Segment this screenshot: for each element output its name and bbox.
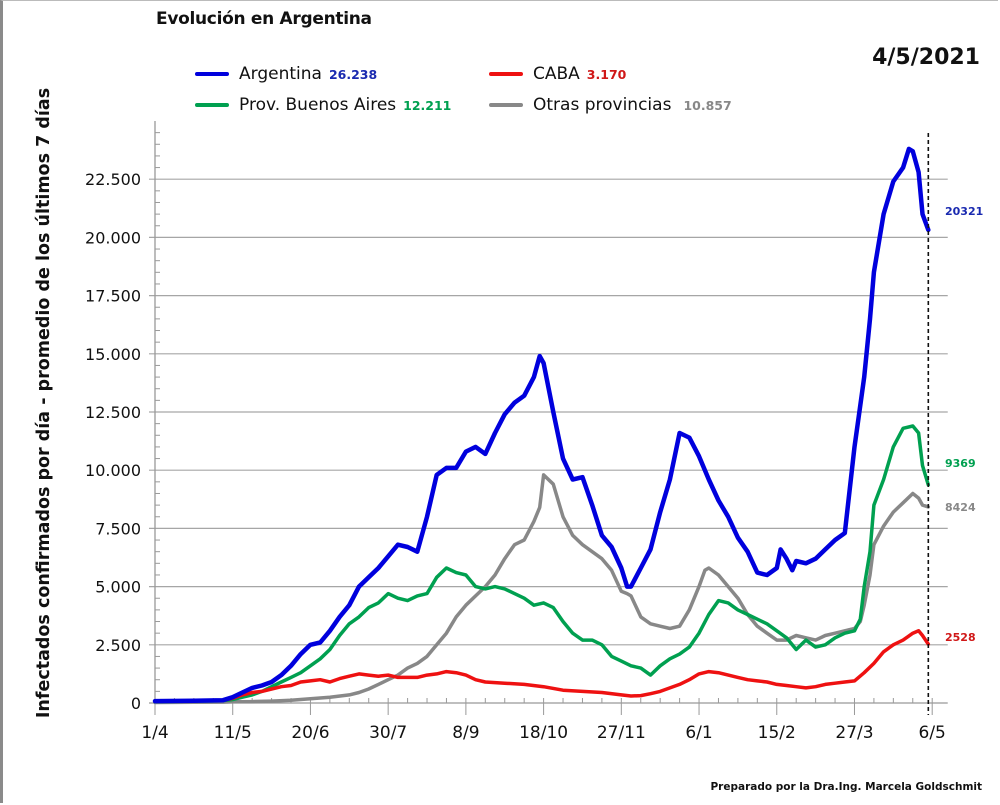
series-lines	[152, 133, 931, 715]
x-tick-label: 27/11	[597, 723, 646, 743]
credit-text: Preparado por la Dra.Ing. Marcela Goldsc…	[710, 781, 982, 793]
legend-item-otras: Otras provincias 10.857	[489, 95, 732, 115]
legend-value: 12.211	[403, 97, 452, 113]
y-tick-label: 12.500	[85, 403, 141, 422]
legend-swatch-otras	[489, 103, 523, 107]
legend-swatch-pba	[195, 103, 229, 107]
end-value-label: 8424	[945, 501, 976, 514]
x-tick-label: 8/9	[452, 723, 479, 743]
legend-value: 26.238	[328, 66, 378, 82]
legend-value: 10.857	[683, 97, 732, 113]
chart-title: Evolución en Argentina	[156, 9, 372, 29]
legend-label: Prov. Buenos Aires	[239, 95, 397, 115]
y-tick-label: 7.500	[95, 519, 141, 538]
y-tick-label: 22.500	[85, 170, 141, 189]
tick-labels: 0 2.500 5.000 7.500 10.000 12.500 15.000 17.500…	[85, 170, 983, 743]
legend-swatch-argentina	[195, 72, 229, 76]
gridlines	[149, 178, 948, 646]
axes	[149, 121, 948, 715]
series-line-prov-buenos-aires	[153, 424, 931, 704]
y-tick-label: 5.000	[95, 578, 141, 597]
x-tick-label: 27/3	[835, 723, 873, 743]
x-tick-label: 15/2	[758, 723, 796, 743]
chart-date: 4/5/2021	[872, 45, 980, 70]
legend-swatch-caba	[489, 72, 523, 76]
legend-value: 3.170	[586, 66, 627, 82]
legend-item-argentina: Argentina 26.238	[195, 64, 377, 84]
x-tick-label: 18/10	[519, 723, 568, 743]
x-tick-label: 11/5	[214, 723, 252, 743]
x-tick-label: 6/5	[919, 723, 946, 743]
y-tick-label: 2.500	[95, 636, 141, 655]
legend-label: Argentina	[239, 64, 322, 84]
y-tick-label: 15.000	[85, 345, 141, 364]
legend-item-caba: CABA 3.170	[489, 64, 626, 84]
x-tick-label: 30/7	[369, 723, 407, 743]
y-tick-label: 0	[131, 694, 141, 713]
y-tick-label: 17.500	[85, 287, 141, 306]
legend-label: CABA	[533, 64, 580, 84]
end-value-label: 2528	[945, 631, 976, 644]
x-tick-label: 1/4	[141, 723, 168, 743]
x-tick-label: 6/1	[685, 723, 712, 743]
legend-label: Otras provincias	[533, 95, 672, 115]
end-value-label: 9369	[945, 457, 976, 470]
series-line-caba	[153, 629, 931, 703]
end-value-label: 20321	[945, 205, 983, 218]
series-line-argentina	[152, 146, 931, 704]
series-line-otras-provincias	[153, 473, 931, 705]
x-tick-label: 20/6	[291, 723, 329, 743]
legend-item-pba: Prov. Buenos Aires 12.211	[195, 95, 451, 115]
y-tick-label: 10.000	[85, 461, 141, 480]
y-tick-label: 20.000	[85, 228, 141, 247]
